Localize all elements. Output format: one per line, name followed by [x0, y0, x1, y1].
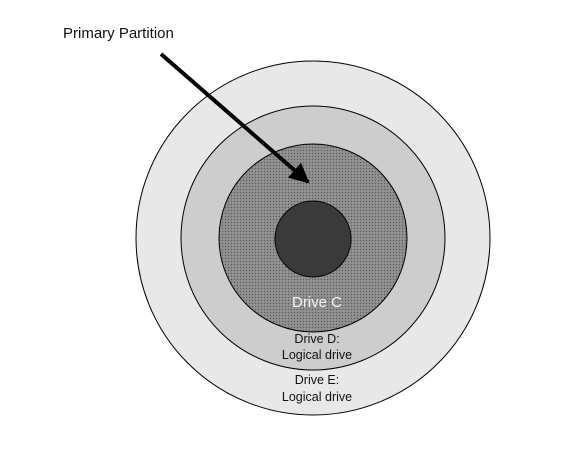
- disk-core: [274, 200, 352, 278]
- drive-c-label: Drive C: [292, 294, 342, 311]
- drive-d-label-line1: Drive D:: [294, 332, 339, 346]
- drive-d-label-line2: Logical drive: [282, 348, 352, 362]
- annotation-arrow: [159, 52, 310, 184]
- annotation-label: Primary Partition: [63, 25, 174, 42]
- drive-e-label-line1: Drive E:: [295, 373, 339, 387]
- drive-e-label-line2: Logical drive: [282, 390, 352, 404]
